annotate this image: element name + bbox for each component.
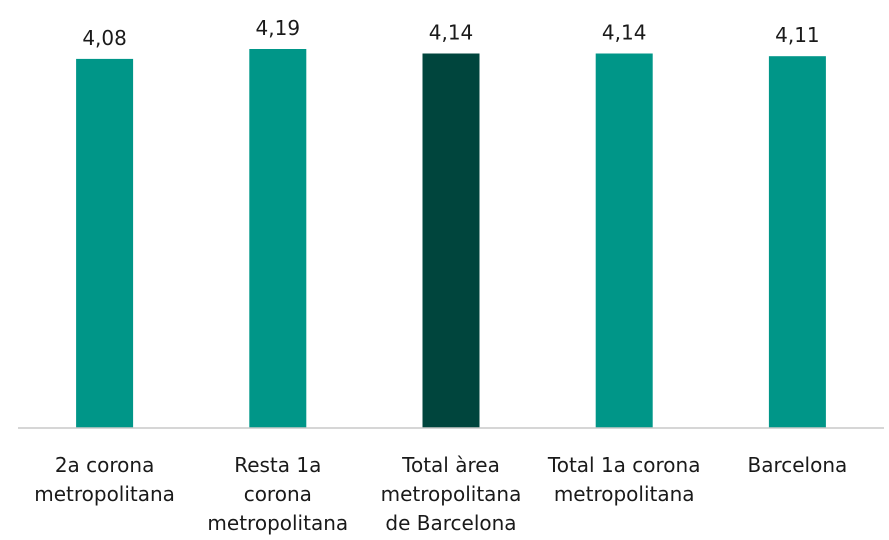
value-label-2: 4,14	[429, 21, 474, 45]
value-label-4: 4,11	[775, 23, 820, 47]
category-label-line: Resta 1a	[234, 453, 321, 477]
bar-3	[595, 53, 653, 428]
category-label-line: metropolitana	[207, 511, 348, 535]
category-label-line: Total àrea	[401, 453, 500, 477]
category-label-line: metropolitana	[554, 482, 695, 506]
category-label-1: Resta 1a corona metropolitana	[207, 453, 348, 535]
bar-1	[249, 49, 307, 428]
bars-layer	[76, 49, 826, 429]
value-labels-layer: 4,08 4,19 4,14 4,14 4,11	[82, 16, 819, 50]
value-label-1: 4,19	[256, 16, 301, 40]
category-label-3: Total 1a corona metropolitana	[547, 453, 701, 506]
category-label-2: Total àrea metropolitana de Barcelona	[381, 453, 522, 535]
bar-0	[76, 58, 134, 429]
category-label-0: 2a corona metropolitana	[34, 453, 175, 506]
category-label-line: Total 1a corona	[547, 453, 701, 477]
category-label-line: Barcelona	[748, 453, 848, 477]
category-labels-layer: 2a corona metropolitana Resta 1a corona metr…	[34, 453, 847, 535]
category-label-line: 2a corona	[55, 453, 155, 477]
category-label-line: metropolitana	[381, 482, 522, 506]
value-label-0: 4,08	[82, 26, 127, 50]
category-label-4: Barcelona	[748, 453, 848, 477]
category-label-line: de Barcelona	[385, 511, 516, 535]
category-label-line: corona	[244, 482, 312, 506]
value-label-3: 4,14	[602, 21, 647, 45]
category-label-line: metropolitana	[34, 482, 175, 506]
bar-4	[768, 56, 826, 428]
bar-2	[422, 53, 480, 428]
